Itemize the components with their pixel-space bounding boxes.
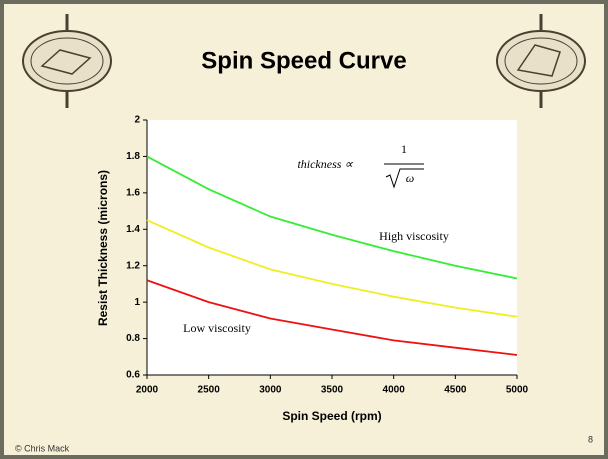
x-tick-label: 4500 [444,385,467,396]
right-medallion [496,14,586,108]
footer-credit: © Chris Mack [15,443,70,453]
series-line [146,219,518,318]
y-tick-label: 1 [134,297,140,308]
y-tick-label: 0.6 [126,370,140,381]
formula: thickness ∝ 1 ω [297,142,424,189]
y-tick-label: 1.4 [126,224,140,235]
formula-denominator: ω [406,171,414,185]
series-line [146,155,518,280]
y-tick-label: 1.8 [126,151,140,162]
formula-lhs: thickness ∝ [297,157,353,171]
y-axis-label: Resist Thickness (microns) [96,170,110,326]
x-tick-label: 3500 [321,385,344,396]
series-label: High viscosity [379,229,449,243]
y-tick-label: 1.6 [126,187,140,198]
page-number: 8 [588,434,593,444]
x-tick-label: 3000 [259,385,282,396]
left-medallion [22,14,112,108]
y-tick-label: 0.8 [126,333,140,344]
x-tick-label: 2500 [198,385,221,396]
series-label: Low viscosity [183,321,251,335]
x-tick-label: 5000 [506,385,529,396]
formula-numerator: 1 [401,142,407,156]
y-tick-label: 1.2 [126,260,140,271]
y-tick-label: 2 [134,115,140,126]
x-axis-label: Spin Speed (rpm) [282,409,381,423]
series-line [146,279,518,356]
slide-title: Spin Speed Curve [201,47,406,74]
x-tick-label: 4000 [383,385,406,396]
x-tick-label: 2000 [136,385,159,396]
